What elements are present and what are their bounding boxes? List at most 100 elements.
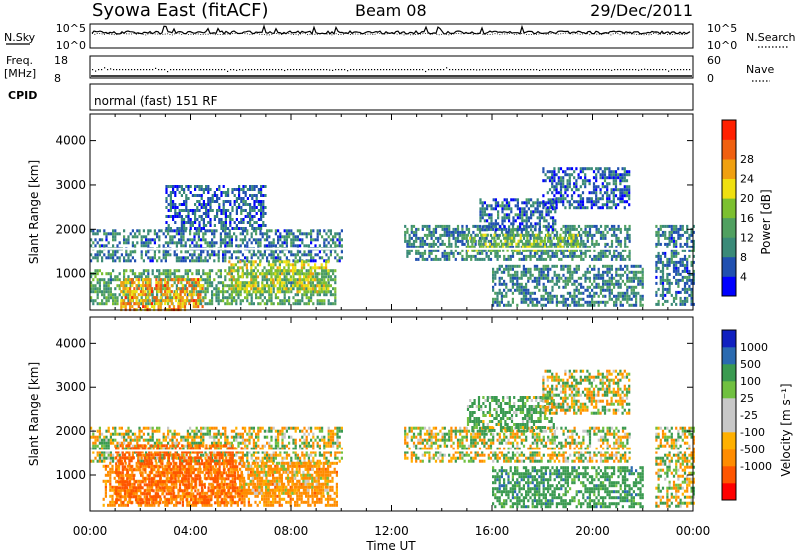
power-cell-7 xyxy=(488,225,491,229)
power-cell-0 xyxy=(340,244,343,248)
power-cell-9 xyxy=(551,300,554,304)
power-cell-3 xyxy=(325,266,328,270)
power-cell-5 xyxy=(481,242,484,246)
power-cell-9 xyxy=(542,276,545,280)
power-cell-0 xyxy=(101,256,104,260)
power-cell-1 xyxy=(332,293,335,297)
power-cell-3 xyxy=(322,281,325,285)
power-cell-5 xyxy=(551,251,554,255)
power-cell-9 xyxy=(635,297,638,301)
power-cell-6 xyxy=(466,233,470,237)
power-cell-2 xyxy=(166,293,169,297)
power-cell-0 xyxy=(329,244,332,248)
power-cell-4 xyxy=(178,191,181,194)
power-cell-10 xyxy=(661,284,665,288)
power-cell-8 xyxy=(612,191,615,195)
power-cell-6 xyxy=(528,242,531,246)
power-cell-3 xyxy=(274,275,277,279)
freq-point xyxy=(530,69,532,71)
power-cell-2 xyxy=(131,278,134,282)
power-cell-4 xyxy=(196,185,199,188)
power-cell-9 xyxy=(621,273,624,277)
power-cell-1 xyxy=(171,272,174,276)
power-cell-5 xyxy=(604,242,607,246)
power-cell-9 xyxy=(518,291,521,295)
power-cell-8 xyxy=(559,197,563,201)
power-cell-4 xyxy=(200,206,203,209)
power-cell-6 xyxy=(535,236,538,240)
power-cell-4 xyxy=(211,194,214,197)
power-cell-5 xyxy=(478,251,482,255)
power-cell-0 xyxy=(277,235,280,239)
power-cell-3 xyxy=(237,260,240,264)
power-cell-9 xyxy=(551,288,554,292)
power-cell-4 xyxy=(262,221,265,224)
power-cell-2 xyxy=(157,287,160,291)
power-cell-2 xyxy=(122,302,125,306)
power-cell-5 xyxy=(406,248,409,252)
power-cell-8 xyxy=(625,179,629,183)
power-cell-10 xyxy=(692,260,695,264)
power-cell-5 xyxy=(421,257,424,261)
station-title: Syowa East (fitACF) xyxy=(92,0,268,21)
power-cell-1 xyxy=(151,272,154,276)
power-cell-1 xyxy=(303,302,306,306)
power-cell-10 xyxy=(668,272,671,276)
power-cell-8 xyxy=(588,191,591,195)
power-cell-9 xyxy=(538,270,541,274)
power-cell-0 xyxy=(129,232,132,236)
power-cell-7 xyxy=(481,204,484,208)
power-cell-2 xyxy=(122,305,125,309)
power-cell-5 xyxy=(599,233,603,237)
power-cell-7 xyxy=(481,216,484,220)
power-cell-1 xyxy=(211,293,214,297)
power-cell-1 xyxy=(263,275,266,279)
power-cell-3 xyxy=(250,284,253,288)
power-cell-4 xyxy=(235,197,238,200)
power-cell-8 xyxy=(597,197,600,201)
power-cell-0 xyxy=(228,241,231,245)
power-cell-3 xyxy=(254,266,257,270)
power-cell-10 xyxy=(666,299,669,303)
power-cell-1 xyxy=(114,287,117,291)
power-cell-1 xyxy=(290,281,293,285)
power-cell-2 xyxy=(201,299,204,303)
power-cell-2 xyxy=(177,302,180,306)
power-cell-3 xyxy=(230,287,233,291)
power-cell-7 xyxy=(494,198,497,202)
power-cell-9 xyxy=(602,300,605,304)
power-cell-1 xyxy=(318,302,321,306)
power-cell-0 xyxy=(162,232,165,236)
power-cell-8 xyxy=(610,191,613,195)
freq-point xyxy=(347,70,349,72)
power-cell-8 xyxy=(588,179,591,183)
power-cell-3 xyxy=(272,260,275,264)
freq-point xyxy=(464,69,466,71)
power-cell-8 xyxy=(625,191,629,195)
power-cell-9 xyxy=(575,264,578,268)
power-cell-8 xyxy=(606,200,609,204)
power-cell-4 xyxy=(178,209,181,212)
freq-point xyxy=(503,69,505,71)
power-cell-1 xyxy=(305,287,308,291)
power-cell-0 xyxy=(211,241,214,245)
power-cell-1 xyxy=(283,293,286,297)
power-cell-6 xyxy=(477,242,481,246)
power-cell-5 xyxy=(553,233,556,237)
power-cell-1 xyxy=(107,278,110,282)
power-cell-4 xyxy=(220,212,223,215)
power-cell-5 xyxy=(533,251,537,255)
power-cell-5 xyxy=(428,227,431,231)
power-cell-10 xyxy=(679,263,682,267)
power-cell-7 xyxy=(538,228,541,232)
power-cell-4 xyxy=(229,218,232,221)
power-cell-1 xyxy=(219,269,222,273)
power-cell-1 xyxy=(299,284,302,288)
power-cell-5 xyxy=(566,230,570,234)
power-cell-1 xyxy=(158,275,161,279)
power-cell-7 xyxy=(514,204,517,208)
power-cell-6 xyxy=(499,239,503,243)
power-cell-10 xyxy=(657,230,660,234)
power-cell-7 xyxy=(490,219,493,223)
power-cell-9 xyxy=(520,270,523,274)
